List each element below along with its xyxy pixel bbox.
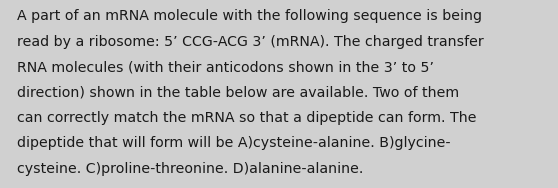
Text: direction) shown in the table below are available. Two of them: direction) shown in the table below are …: [17, 86, 459, 99]
Text: A part of an mRNA molecule with the following sequence is being: A part of an mRNA molecule with the foll…: [17, 9, 482, 23]
Text: dipeptide that will form will be A)cysteine-alanine. B)glycine-: dipeptide that will form will be A)cyste…: [17, 136, 450, 150]
Text: RNA molecules (with their anticodons shown in the 3’ to 5’: RNA molecules (with their anticodons sho…: [17, 60, 434, 74]
Text: cysteine. C)proline-threonine. D)alanine-alanine.: cysteine. C)proline-threonine. D)alanine…: [17, 162, 363, 176]
Text: read by a ribosome: 5’ CCG-ACG 3’ (mRNA). The charged transfer: read by a ribosome: 5’ CCG-ACG 3’ (mRNA)…: [17, 35, 483, 49]
Text: can correctly match the mRNA so that a dipeptide can form. The: can correctly match the mRNA so that a d…: [17, 111, 476, 125]
